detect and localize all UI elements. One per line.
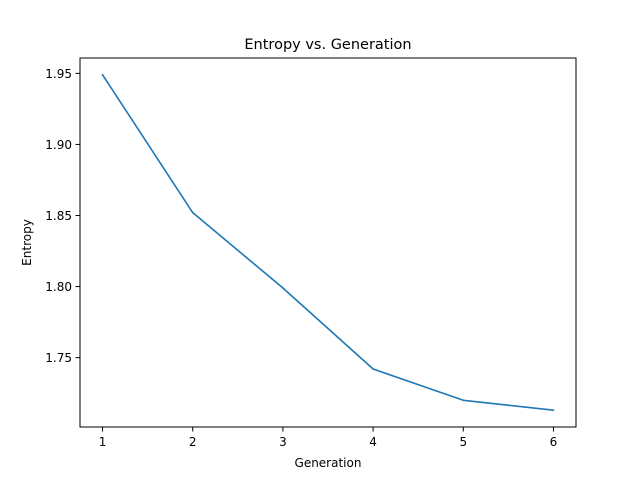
y-tick-label: 1.80 (45, 280, 72, 294)
data-point (101, 73, 104, 76)
y-tick-label: 1.75 (45, 351, 72, 365)
x-tick-label: 6 (550, 435, 558, 449)
y-tick-label: 1.90 (45, 138, 72, 152)
chart-title: Entropy vs. Generation (244, 37, 411, 53)
plot-area (101, 73, 555, 412)
y-tick-label: 1.85 (45, 209, 72, 223)
x-tick-label: 3 (279, 435, 287, 449)
data-point (372, 368, 374, 370)
y-axis: 1.75 1.80 1.85 1.90 1.95 (45, 67, 80, 365)
x-tick-label: 1 (99, 435, 107, 449)
axes-frame (79, 57, 577, 428)
y-tick-label: 1.95 (45, 67, 72, 81)
x-tick-label: 2 (189, 435, 197, 449)
data-point (191, 211, 194, 214)
data-point (282, 287, 284, 289)
x-tick-label: 5 (459, 435, 467, 449)
series-line-0 (101, 73, 555, 412)
x-axis-label: Generation (295, 456, 362, 470)
y-axis-label: Entropy (20, 219, 34, 266)
x-axis: 1 2 3 4 5 6 (99, 427, 558, 449)
data-point (552, 409, 555, 412)
x-tick-label: 4 (369, 435, 377, 449)
data-point (462, 399, 465, 402)
